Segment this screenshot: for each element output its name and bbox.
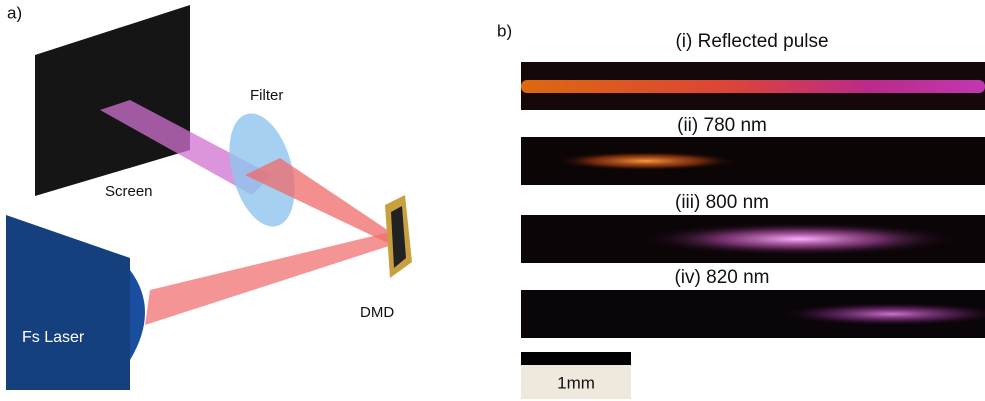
setup-diagram: a) Screen Filter DMD Fs Laser	[6, 3, 412, 390]
label: Screen	[105, 183, 153, 200]
label: Fs Laser	[22, 329, 85, 346]
pulse	[521, 290, 985, 338]
beam-input	[145, 232, 392, 325]
label: DMD	[360, 304, 394, 321]
pulse	[521, 215, 985, 263]
panel-label: b)	[497, 21, 512, 40]
label: Filter	[250, 87, 283, 104]
spectral-images: b) (i) Reflected pulse (ii) 780 nm (iii)…	[497, 21, 985, 399]
caption: (iii) 800 nm	[675, 192, 769, 213]
pulse	[521, 80, 985, 93]
panel-label: a)	[7, 3, 22, 22]
caption: (i) Reflected pulse	[675, 31, 828, 52]
caption: (ii) 780 nm	[677, 115, 767, 136]
pulse	[521, 137, 985, 185]
laser-body	[6, 215, 130, 390]
caption: (iv) 820 nm	[674, 267, 769, 288]
laser-aperture	[130, 270, 145, 360]
screen-shape	[35, 5, 190, 196]
scale-label: 1mm	[557, 373, 595, 392]
figure: a) Screen Filter DMD Fs Laser b) (i) Ref…	[0, 0, 985, 401]
scale-bar	[521, 352, 631, 365]
